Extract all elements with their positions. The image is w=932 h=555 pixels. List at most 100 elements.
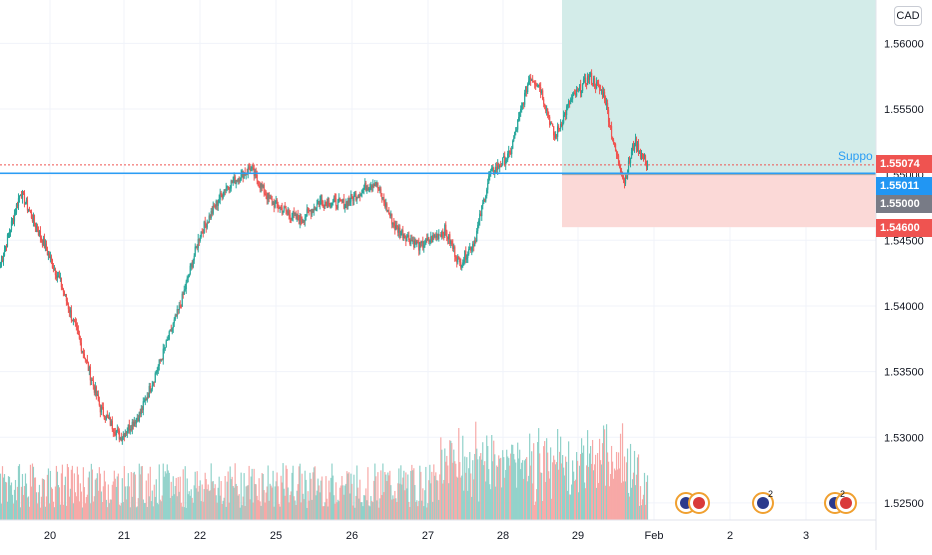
candle-body [40,237,43,240]
volume-bar [247,485,249,520]
candle-body [584,77,587,84]
candle-body [410,239,412,244]
candle-body [191,263,193,268]
candle-body [449,234,451,244]
volume-bar [105,499,107,520]
volume-bar [356,465,358,520]
candle-body [397,226,399,233]
event-flag-icon[interactable] [752,492,774,514]
candle-body [564,112,566,116]
volume-bar [11,494,14,520]
candle-body [427,237,429,241]
volume-bar [78,501,80,520]
volume-bar [154,496,156,520]
volume-bar [483,465,485,520]
candle-body [160,359,162,361]
price-tick-label: 1.55500 [884,104,924,116]
candle-body [446,230,448,237]
volume-bar [462,435,464,520]
candle-body [186,277,188,282]
volume-bar [618,468,621,520]
candle-body [431,236,433,243]
volume-bar [16,486,19,520]
volume-bar [222,500,224,520]
volume-bar [587,466,590,520]
candle-body [17,198,20,207]
candle-body [549,116,551,125]
candle-body [441,231,443,237]
currency-button[interactable]: CAD [894,6,922,26]
candle-body [462,262,464,266]
volume-bar [312,472,314,520]
volume-bar [76,466,78,520]
candle-body [33,215,36,223]
volume-bar [497,466,499,520]
candle-body [156,370,158,373]
candle-body [412,240,414,242]
volume-bar [85,497,87,520]
volume-bar [197,491,199,520]
volume-bar [586,430,589,520]
candle-body [109,417,111,426]
volume-bar [386,480,388,520]
candle-body [98,400,100,406]
event-flag-icon[interactable] [835,492,857,514]
candle-body [601,90,604,98]
volume-bar [472,460,474,520]
volume-bar [244,505,246,520]
volume-bar [276,472,278,520]
volume-bar [488,469,490,520]
volume-bar [420,471,422,520]
candle-body [469,247,471,250]
volume-bar [437,480,439,520]
candle-body [289,214,291,219]
volume-bar [581,438,583,520]
candle-body [595,81,598,89]
candle-body [227,186,229,188]
candle-body [162,348,164,360]
volume-bar [599,460,602,520]
volume-bar [268,500,270,520]
volume-bar [53,507,56,520]
candle-body [144,399,146,401]
volume-bar [209,490,211,520]
candle-body [594,86,597,89]
volume-bar [282,463,284,520]
candle-body [307,208,309,210]
volume-bar [619,433,622,520]
volume-bar [204,472,206,520]
volume-bar [511,444,513,520]
volume-bar [638,505,641,520]
candle-body [200,231,202,237]
volume-bar [475,421,477,520]
candle-body [334,197,336,199]
candle-body [457,256,459,263]
volume-bar [213,488,215,520]
candle-body [490,170,492,174]
event-flag-icon[interactable] [688,492,710,514]
volume-bar [182,469,184,520]
volume-bar [128,486,130,520]
candle-body [139,412,141,415]
volume-bar [575,479,577,520]
volume-bar [330,477,332,520]
volume-bar [602,425,605,520]
volume-bar [232,485,234,520]
candle-body [347,199,349,207]
volume-bar [28,506,31,520]
candle-body [624,176,627,184]
candle-body [44,243,47,249]
volume-bar [293,496,295,520]
candle-body [151,385,153,390]
volume-bar [353,474,355,520]
candle-body [336,206,338,208]
volume-bar [625,462,628,520]
candle-body [464,250,466,260]
volume-bar [300,502,302,520]
candle-body [71,319,73,322]
volume-bar [548,471,550,520]
candle-body [597,83,600,85]
candle-body [367,188,369,191]
